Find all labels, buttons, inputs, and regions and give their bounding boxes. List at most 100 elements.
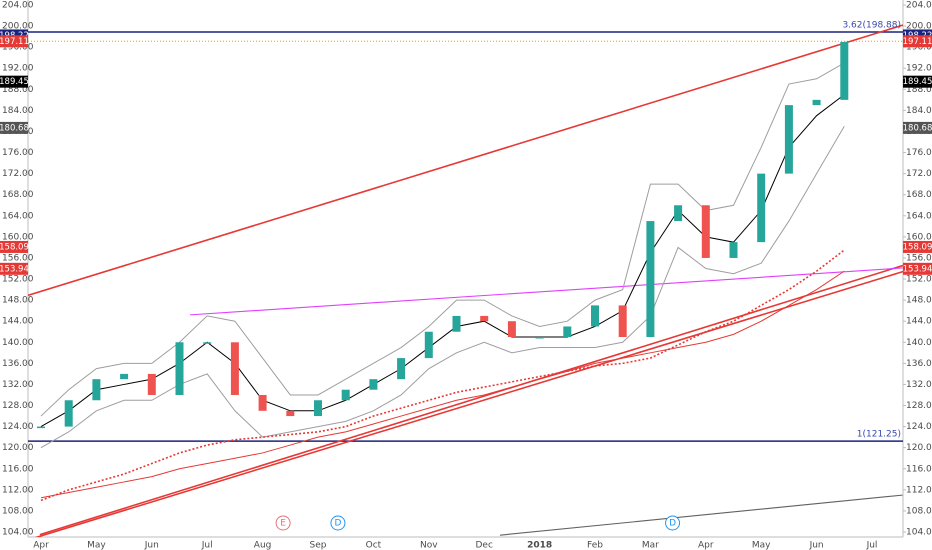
indicator-line [40, 125, 845, 449]
indicator-line [40, 249, 845, 502]
candle [646, 221, 655, 338]
x-tick-label: Jun [809, 541, 824, 550]
y-tick-label: 128.00 [2, 401, 34, 411]
price-label-bg [0, 75, 28, 88]
y-tick-label: 188.00 [906, 85, 932, 95]
candle [314, 400, 322, 417]
x-tick-label: May [752, 541, 771, 550]
candle [480, 315, 489, 322]
candle [757, 173, 766, 243]
price-label-bg [903, 262, 932, 275]
candle [64, 400, 73, 427]
y-tick-label: 200.00 [906, 22, 932, 32]
x-tick-label: Feb [587, 541, 603, 550]
candle [120, 373, 129, 380]
candle [452, 315, 461, 332]
price-label: 153.94 [903, 264, 932, 274]
y-tick-label: 140.00 [906, 338, 932, 348]
candle [341, 389, 350, 401]
y-tick-label: 152.00 [2, 275, 34, 285]
event-marker [665, 515, 681, 531]
y-tick-label: 172.00 [2, 169, 34, 179]
candle [92, 379, 101, 401]
price-label: 153.94 [0, 264, 29, 274]
x-tick-label: Aug [254, 541, 272, 550]
candle [535, 337, 544, 339]
candle [701, 205, 710, 258]
price-label: 189.45 [0, 77, 29, 87]
y-tick-label: 112.00 [906, 485, 932, 495]
candle [203, 342, 212, 344]
candle [424, 331, 433, 359]
y-tick-label: 184.00 [2, 106, 34, 116]
y-tick-label: 108.00 [2, 506, 34, 516]
y-tick-label: 144.00 [906, 317, 932, 327]
price-label: 180.68 [903, 123, 932, 133]
y-tick-label: 196.00 [2, 43, 34, 53]
y-tick-label: 128.00 [906, 401, 932, 411]
price-label-bg [903, 35, 932, 48]
candle [674, 205, 683, 222]
y-tick-label: 192.00 [906, 64, 932, 74]
trendline [39, 264, 903, 536]
trendline [34, 270, 903, 537]
level-label: 1(121.25) [857, 430, 901, 440]
x-tick-label: Jul [201, 541, 213, 550]
candle [812, 99, 821, 106]
y-tick-label: 120.00 [2, 443, 34, 453]
candle [37, 426, 45, 429]
plot-area [28, 24, 903, 537]
event-label: D [669, 519, 676, 529]
event-label: E [280, 519, 286, 529]
y-tick-label: 148.00 [2, 296, 34, 306]
trendline [189, 267, 903, 316]
y-tick-label: 160.00 [906, 232, 932, 242]
event-marker [330, 515, 346, 531]
level-label: 3.62(198.88) [842, 20, 901, 30]
event-label: D [334, 519, 341, 529]
price-label-bg [903, 75, 932, 88]
price-label-bg [903, 121, 932, 134]
price-label: 197.11 [0, 37, 29, 47]
price-label: 189.45 [903, 77, 932, 87]
x-tick-label: Apr [698, 541, 714, 550]
candle [729, 242, 738, 258]
y-tick-label: 132.00 [2, 380, 34, 390]
y-tick-label: 144.00 [2, 317, 34, 327]
candle [591, 305, 599, 327]
y-tick-label: 176.00 [906, 148, 932, 158]
candle [230, 342, 239, 395]
y-tick-label: 116.00 [906, 464, 932, 474]
y-tick-label: 136.00 [2, 359, 34, 369]
y-tick-label: 164.00 [906, 211, 932, 221]
price-label-bg [0, 262, 28, 275]
y-tick-label: 188.00 [2, 85, 34, 95]
y-tick-label: 176.00 [2, 148, 34, 158]
price-label: 158.09 [903, 242, 932, 252]
y-tick-label: 168.00 [906, 190, 932, 200]
y-tick-label: 116.00 [2, 464, 34, 474]
price-label-bg [903, 240, 932, 253]
y-tick-label: 156.00 [2, 253, 34, 263]
price-label-bg [0, 240, 28, 253]
y-tick-label: 196.00 [906, 43, 932, 53]
y-tick-label: 140.00 [2, 338, 34, 348]
trendline [28, 24, 903, 297]
x-tick-label: 2018 [527, 541, 552, 550]
x-tick-label: Jun [144, 541, 159, 550]
candle [286, 410, 295, 417]
y-tick-label: 124.00 [906, 422, 932, 432]
y-tick-label: 200.00 [2, 22, 34, 32]
y-tick-label: 156.00 [906, 253, 932, 263]
x-tick-label: Sep [310, 541, 327, 550]
y-tick-label: 120.00 [906, 443, 932, 453]
x-tick-label: Jul [866, 541, 878, 550]
trendline [499, 494, 903, 536]
x-tick-label: Dec [475, 541, 492, 550]
candle [618, 305, 627, 338]
candle [563, 326, 572, 338]
indicator-line [40, 94, 845, 428]
